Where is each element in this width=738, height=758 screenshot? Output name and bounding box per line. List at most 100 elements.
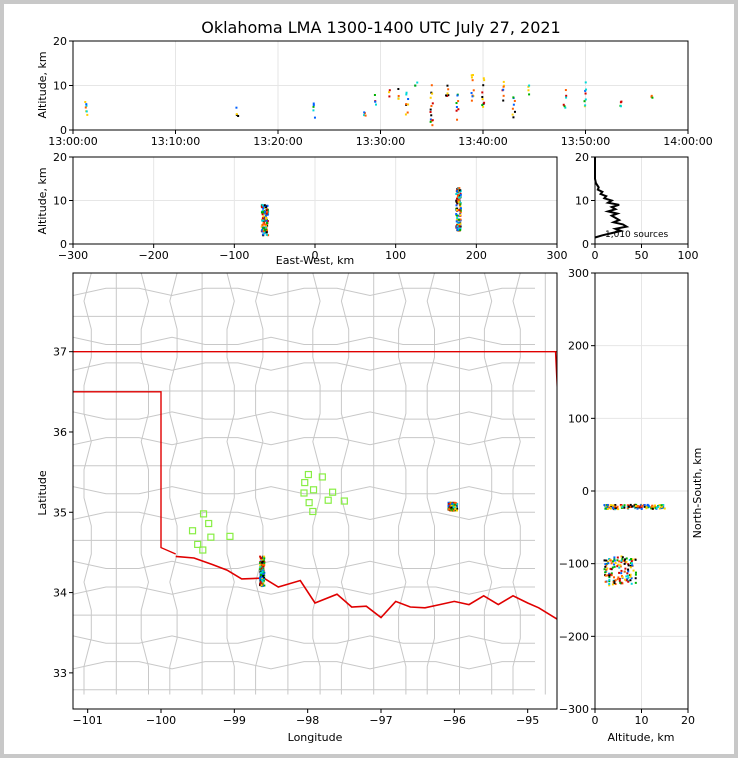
source-mark — [262, 212, 265, 215]
source-mark — [470, 74, 473, 77]
source-mark — [617, 563, 620, 566]
source-mark — [660, 505, 663, 508]
source-mark — [613, 563, 616, 566]
source-mark — [621, 505, 624, 508]
source-mark — [263, 229, 266, 232]
source-mark — [456, 509, 459, 512]
source-mark — [627, 563, 630, 566]
source-mark — [261, 575, 264, 578]
source-mark — [606, 506, 609, 509]
source-mark — [404, 113, 407, 116]
source-mark — [456, 229, 459, 232]
source-mark — [612, 504, 615, 507]
county-line — [83, 273, 92, 695]
source-mark — [264, 213, 267, 216]
source-mark — [261, 223, 264, 226]
source-mark — [431, 102, 434, 105]
source-mark — [459, 218, 462, 221]
source-mark — [364, 114, 367, 117]
source-mark — [512, 103, 515, 106]
source-mark — [634, 505, 637, 508]
source-mark — [457, 218, 460, 221]
y-tick-label: 100 — [568, 412, 589, 425]
source-mark — [457, 199, 460, 202]
source-mark — [636, 507, 639, 510]
lma-station-marker — [207, 533, 215, 541]
source-mark — [450, 506, 453, 509]
source-mark — [457, 223, 460, 226]
source-mark — [629, 575, 632, 578]
source-mark — [620, 555, 623, 558]
source-mark — [630, 560, 633, 563]
source-mark — [405, 91, 408, 94]
source-mark — [263, 210, 266, 213]
source-mark — [620, 575, 623, 578]
source-mark — [604, 580, 607, 583]
source-mark — [502, 99, 505, 102]
x-tick-label: −96 — [443, 714, 466, 727]
source-mark — [645, 506, 648, 509]
x-tick-label: 50 — [635, 249, 649, 262]
x-tick-label: 0 — [312, 249, 319, 262]
source-mark — [407, 103, 410, 106]
source-mark — [261, 584, 264, 587]
source-mark — [429, 111, 432, 114]
source-mark — [613, 556, 616, 559]
x-tick-label: 14:00:00 — [663, 135, 712, 148]
county-line — [426, 273, 436, 695]
source-mark — [456, 217, 459, 220]
source-mark — [457, 201, 460, 204]
source-mark — [482, 77, 485, 80]
source-mark — [623, 570, 626, 573]
map-y-ticks: 33 34 35 36 37 — [53, 346, 73, 680]
source-mark — [616, 578, 619, 581]
y-tick-label: −200 — [559, 630, 589, 643]
source-mark — [609, 573, 612, 576]
source-mark — [262, 233, 265, 236]
source-mark — [502, 85, 505, 88]
source-mark — [456, 508, 459, 511]
source-mark — [312, 109, 315, 112]
source-mark — [627, 505, 630, 508]
y-tick-label: 0 — [60, 124, 67, 137]
source-mark — [261, 209, 264, 212]
source-mark — [259, 566, 262, 569]
source-mark — [259, 572, 262, 575]
histogram-y-ticks: 0 10 20 — [575, 151, 595, 251]
source-mark — [502, 80, 505, 83]
source-mark — [265, 228, 268, 231]
source-mark — [502, 88, 505, 91]
source-mark — [629, 573, 632, 576]
source-mark — [407, 98, 410, 101]
source-mark — [609, 559, 612, 562]
source-mark — [430, 104, 433, 107]
x-tick-label: 13:30:00 — [356, 135, 405, 148]
source-mark — [637, 505, 640, 508]
source-mark — [512, 96, 515, 99]
source-mark — [619, 565, 622, 568]
source-mark — [455, 192, 458, 195]
source-mark — [620, 560, 623, 563]
source-mark — [459, 209, 462, 212]
source-mark — [658, 504, 661, 507]
altitude-ns-y-ticks: −300 −200 −100 0 100 200 300 — [559, 267, 595, 716]
source-mark — [625, 575, 628, 578]
source-mark — [623, 504, 626, 507]
source-mark — [606, 507, 609, 510]
source-mark — [628, 505, 631, 508]
source-mark — [617, 576, 620, 579]
source-mark — [259, 577, 262, 580]
county-line — [73, 336, 535, 345]
source-mark — [429, 118, 432, 121]
y-tick-label: 34 — [53, 587, 67, 600]
source-mark — [483, 101, 486, 104]
source-mark — [261, 559, 264, 562]
map-sources — [259, 501, 459, 588]
x-tick-label: 10 — [635, 714, 649, 727]
lma-figure: Oklahoma LMA 1300-1400 UTC July 27, 2021… — [4, 4, 734, 754]
source-mark — [397, 97, 400, 100]
source-mark — [455, 220, 458, 223]
source-mark — [448, 508, 451, 511]
lma-station-marker — [340, 497, 348, 505]
source-mark — [658, 507, 661, 510]
